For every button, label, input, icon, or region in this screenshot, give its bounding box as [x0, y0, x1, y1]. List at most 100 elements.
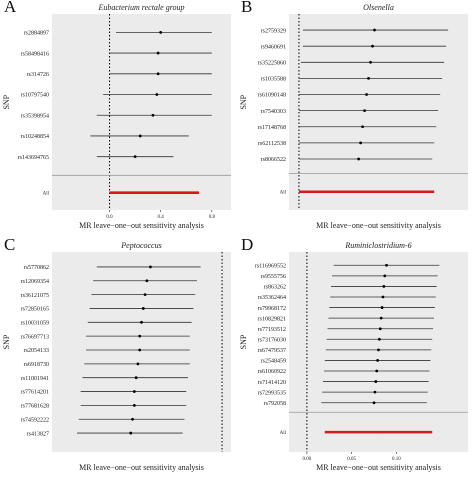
panel-d: D Ruminiclostridium-6 SNP rs116969552 rs955… [237, 235, 474, 474]
snp-tick-label: rs10031059 [21, 321, 49, 327]
y-axis-label: SNP [239, 334, 248, 349]
snp-point [373, 28, 376, 32]
snp-tick-label: rs2054133 [24, 348, 49, 354]
snp-tick-label: rs413827 [27, 431, 49, 437]
snp-tick-label: rs116969552 [255, 263, 286, 269]
snp-point [380, 306, 384, 309]
overall-point [377, 430, 380, 434]
snp-tick-label: rs1035588 [261, 77, 286, 83]
snp-point [145, 279, 149, 283]
snp-point [143, 293, 147, 297]
snp-tick-label: rs36121075 [21, 293, 49, 299]
snp-tick-label: rs6918730 [24, 362, 49, 368]
snp-point [381, 295, 385, 299]
snp-tick-label: rs863262 [264, 285, 286, 291]
chart-title: Eubacterium rectale group [97, 3, 184, 12]
snp-tick-label: rs2759329 [261, 28, 286, 34]
snp-tick-label: rs58498416 [21, 51, 49, 57]
snp-point [141, 307, 145, 310]
snp-point [159, 30, 163, 34]
snp-point [156, 51, 160, 55]
snp-point [149, 265, 152, 269]
snp-point [138, 334, 142, 338]
snp-tick-label: rs10248854 [21, 134, 49, 140]
x-tick-label: 0.4 [158, 215, 165, 220]
panel-c: C Peptococcus SNP rs5770862 rs12069354 rs361… [0, 235, 237, 474]
panel-letter-d: D [241, 235, 254, 254]
snp-point [131, 417, 134, 421]
overall-tick-label: All [280, 191, 287, 196]
snp-point [378, 327, 382, 331]
snp-point [377, 348, 380, 352]
snp-tick-label: rs10797540 [21, 93, 49, 99]
snp-point [138, 134, 142, 138]
snp-tick-label: rs5770862 [24, 265, 49, 271]
forest-plot-a: Eubacterium rectale group SNP rs2884897 rs5… [2, 3, 231, 230]
x-tick-label: 0.00 [303, 457, 312, 462]
snp-point [134, 376, 138, 380]
snp-tick-label: rs11001941 [21, 376, 49, 382]
snp-tick-label: rs67479537 [258, 348, 286, 354]
forest-plot-b: Olsenella SNP rs2759329 rs9460691 rs35225860… [239, 3, 468, 230]
y-axis-label: SNP [239, 94, 248, 109]
snp-point [382, 285, 386, 288]
snp-point [129, 431, 133, 435]
snp-point [132, 403, 136, 407]
x-axis-label: MR leave−one−out sensitivity analysis [316, 221, 441, 230]
snp-point [375, 369, 379, 373]
y-axis-label: SNP [2, 94, 11, 109]
snp-tick-label: rs61090148 [258, 93, 286, 99]
snp-point [361, 125, 364, 129]
snp-point [369, 60, 372, 64]
snp-tick-label: rs77193512 [258, 327, 286, 333]
overall-tick-label: All [280, 431, 287, 436]
x-tick-label: 0.10 [392, 457, 401, 462]
snp-tick-label: rs35225860 [258, 60, 286, 66]
snp-point [374, 380, 378, 383]
plot-background [52, 14, 231, 210]
y-axis-label: SNP [2, 334, 11, 349]
snp-point [138, 348, 142, 352]
snp-tick-label: rs314726 [27, 72, 49, 78]
forest-plot-c: Peptococcus SNP rs5770862 rs12069354 rs36121… [2, 241, 231, 472]
snp-tick-label: rs10829821 [258, 316, 286, 322]
snp-tick-label: rs73176030 [258, 337, 286, 343]
snp-tick-label: rs8066522 [261, 157, 286, 163]
snp-tick-label: rs77681628 [21, 404, 49, 410]
snp-tick-label: rs77614201 [21, 390, 49, 396]
snp-tick-label: rs79968172 [258, 306, 286, 312]
snp-point [385, 263, 388, 267]
panel-letter-b: B [241, 0, 253, 16]
plot-background [289, 252, 468, 452]
x-axis-label: MR leave−one−out sensitivity analysis [79, 463, 204, 472]
snp-tick-label: rs72993535 [258, 390, 286, 396]
snp-tick-label: rs143694765 [18, 155, 49, 161]
snp-point [373, 390, 377, 394]
snp-point [367, 77, 370, 80]
x-tick-label: 0.0 [106, 215, 113, 220]
snp-tick-label: rs62112538 [258, 141, 286, 147]
plot-background [289, 14, 468, 210]
overall-tick-label: All [43, 192, 50, 197]
snp-point [151, 113, 155, 117]
panel-b: B Olsenella SNP rs2759329 rs9460691 rs352258… [237, 0, 474, 232]
chart-title: Ruminiclostridium-6 [344, 241, 411, 250]
snp-point [136, 362, 140, 366]
plot-background [52, 252, 231, 452]
snp-point [379, 316, 383, 320]
x-axis-label: MR leave−one−out sensitivity analysis [316, 463, 441, 472]
snp-point [155, 93, 159, 96]
snp-tick-label: rs9555756 [261, 274, 286, 280]
snp-tick-label: rs76697713 [21, 334, 49, 340]
panel-letter-a: A [4, 0, 17, 16]
snp-tick-label: rs2884897 [24, 31, 49, 37]
snp-point [383, 274, 387, 278]
snp-tick-label: rs35362464 [258, 295, 286, 301]
snp-tick-label: rs74592222 [21, 417, 49, 423]
snp-tick-label: rs35398954 [21, 113, 49, 119]
snp-point [156, 72, 160, 76]
snp-tick-label: rs2548459 [261, 359, 286, 365]
snp-point [133, 155, 137, 159]
x-axis-label: MR leave−one−out sensitivity analysis [79, 221, 204, 230]
panel-letter-c: C [4, 235, 16, 254]
